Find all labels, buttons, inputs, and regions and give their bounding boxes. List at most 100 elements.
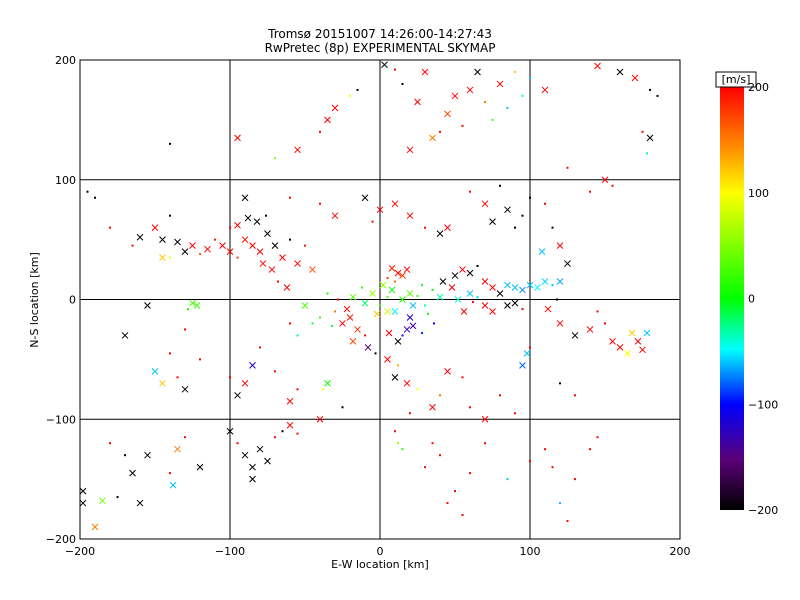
data-point-cross <box>159 236 166 243</box>
data-point-dot <box>124 454 126 457</box>
data-point-dot <box>439 130 441 133</box>
data-point-cross <box>511 299 519 307</box>
data-point-dot <box>356 88 359 91</box>
data-point-dot <box>326 292 329 295</box>
data-point-dot <box>446 502 449 505</box>
data-point-cross <box>286 421 294 429</box>
data-point-dot <box>281 430 284 433</box>
data-point-cross <box>241 379 249 387</box>
data-point-cross <box>144 302 151 309</box>
data-point-dot <box>401 334 404 337</box>
data-point-dot <box>184 328 186 331</box>
data-point-cross <box>264 457 271 465</box>
data-point-cross <box>399 296 406 303</box>
data-point-dot <box>559 382 561 385</box>
data-point-dot <box>169 142 171 145</box>
colorbar-ticks: 200 100 0 −100 −200 <box>748 81 778 517</box>
data-point-dot <box>469 472 471 475</box>
data-point-cross <box>129 469 136 477</box>
data-point-cross <box>189 242 196 249</box>
data-point-dot <box>187 308 189 311</box>
y-tick-label: −100 <box>46 413 76 426</box>
data-point-cross <box>496 290 504 297</box>
data-point-dot <box>529 76 531 79</box>
data-point-cross <box>429 134 436 142</box>
data-point-dot <box>556 298 558 301</box>
data-point-cross <box>631 74 639 82</box>
colorbar-tick-label: 100 <box>748 187 769 200</box>
data-point-cross <box>451 92 459 100</box>
data-point-dot <box>476 296 479 299</box>
data-point-cross <box>481 200 489 208</box>
data-point-dot <box>296 334 299 337</box>
data-point-dot <box>589 448 591 451</box>
data-point-cross <box>364 344 372 351</box>
data-point-cross <box>414 98 421 106</box>
data-point-cross <box>174 238 181 246</box>
data-point-cross <box>556 242 564 249</box>
data-point-dot <box>94 196 96 199</box>
data-point-dot <box>544 448 546 451</box>
data-point-dot <box>566 520 569 523</box>
data-point-dot <box>199 358 201 361</box>
data-point-dot <box>374 352 377 355</box>
data-point-dot <box>472 300 474 303</box>
data-point-dot <box>289 322 291 325</box>
colorbar-tick-label: −100 <box>748 398 778 411</box>
data-point-cross <box>489 218 496 226</box>
y-tick-label: −200 <box>46 533 76 546</box>
data-point-dot <box>641 130 644 133</box>
data-point-dot <box>484 100 486 103</box>
data-point-cross <box>646 134 654 142</box>
data-point-cross <box>523 350 531 357</box>
data-point-cross <box>444 224 451 232</box>
data-point-cross <box>624 350 631 357</box>
data-point-cross <box>294 260 301 267</box>
data-point-cross <box>466 269 474 277</box>
data-point-cross <box>151 367 159 375</box>
data-point-dot <box>506 106 509 109</box>
data-point-dot <box>514 70 516 73</box>
data-point-dot <box>551 284 554 287</box>
data-point-dot <box>341 406 344 409</box>
colorbar-gradient <box>720 87 744 510</box>
data-point-dot <box>319 130 321 133</box>
data-point-cross <box>439 278 447 285</box>
x-tick-label: −100 <box>215 545 245 558</box>
data-point-cross <box>343 305 351 313</box>
data-point-dot <box>109 442 111 445</box>
data-point-cross <box>556 320 564 327</box>
colorbar-tick-label: −200 <box>748 504 778 517</box>
data-point-cross <box>301 302 309 309</box>
data-point-dot <box>274 436 276 439</box>
data-point-dot <box>319 316 321 319</box>
data-point-dot <box>274 157 276 160</box>
data-point-dot <box>349 94 351 97</box>
data-point-cross <box>391 373 399 381</box>
data-point-cross <box>181 248 189 255</box>
data-point-dot <box>259 346 261 349</box>
data-point-cross <box>159 254 166 261</box>
data-point-cross <box>460 308 468 315</box>
data-point-cross <box>294 146 301 154</box>
x-tick-label: 0 <box>377 545 384 558</box>
data-point-dot <box>424 304 426 307</box>
data-point-cross <box>481 302 489 309</box>
data-point-cross <box>264 230 271 237</box>
data-point-dot <box>274 370 276 373</box>
data-point-cross <box>384 308 391 315</box>
data-point-cross <box>309 266 316 273</box>
data-point-cross <box>388 286 396 294</box>
data-point-cross <box>538 248 546 255</box>
data-point-cross <box>286 397 294 405</box>
data-point-cross <box>316 415 324 423</box>
data-point-dot <box>311 322 314 325</box>
data-point-cross <box>136 499 144 507</box>
data-point-cross <box>394 338 402 345</box>
data-point-cross <box>384 356 391 363</box>
data-point-dot <box>469 190 471 193</box>
data-point-cross <box>361 299 369 307</box>
grid-lines <box>80 60 680 539</box>
data-point-dot <box>109 226 111 229</box>
data-point-dot <box>184 436 186 439</box>
